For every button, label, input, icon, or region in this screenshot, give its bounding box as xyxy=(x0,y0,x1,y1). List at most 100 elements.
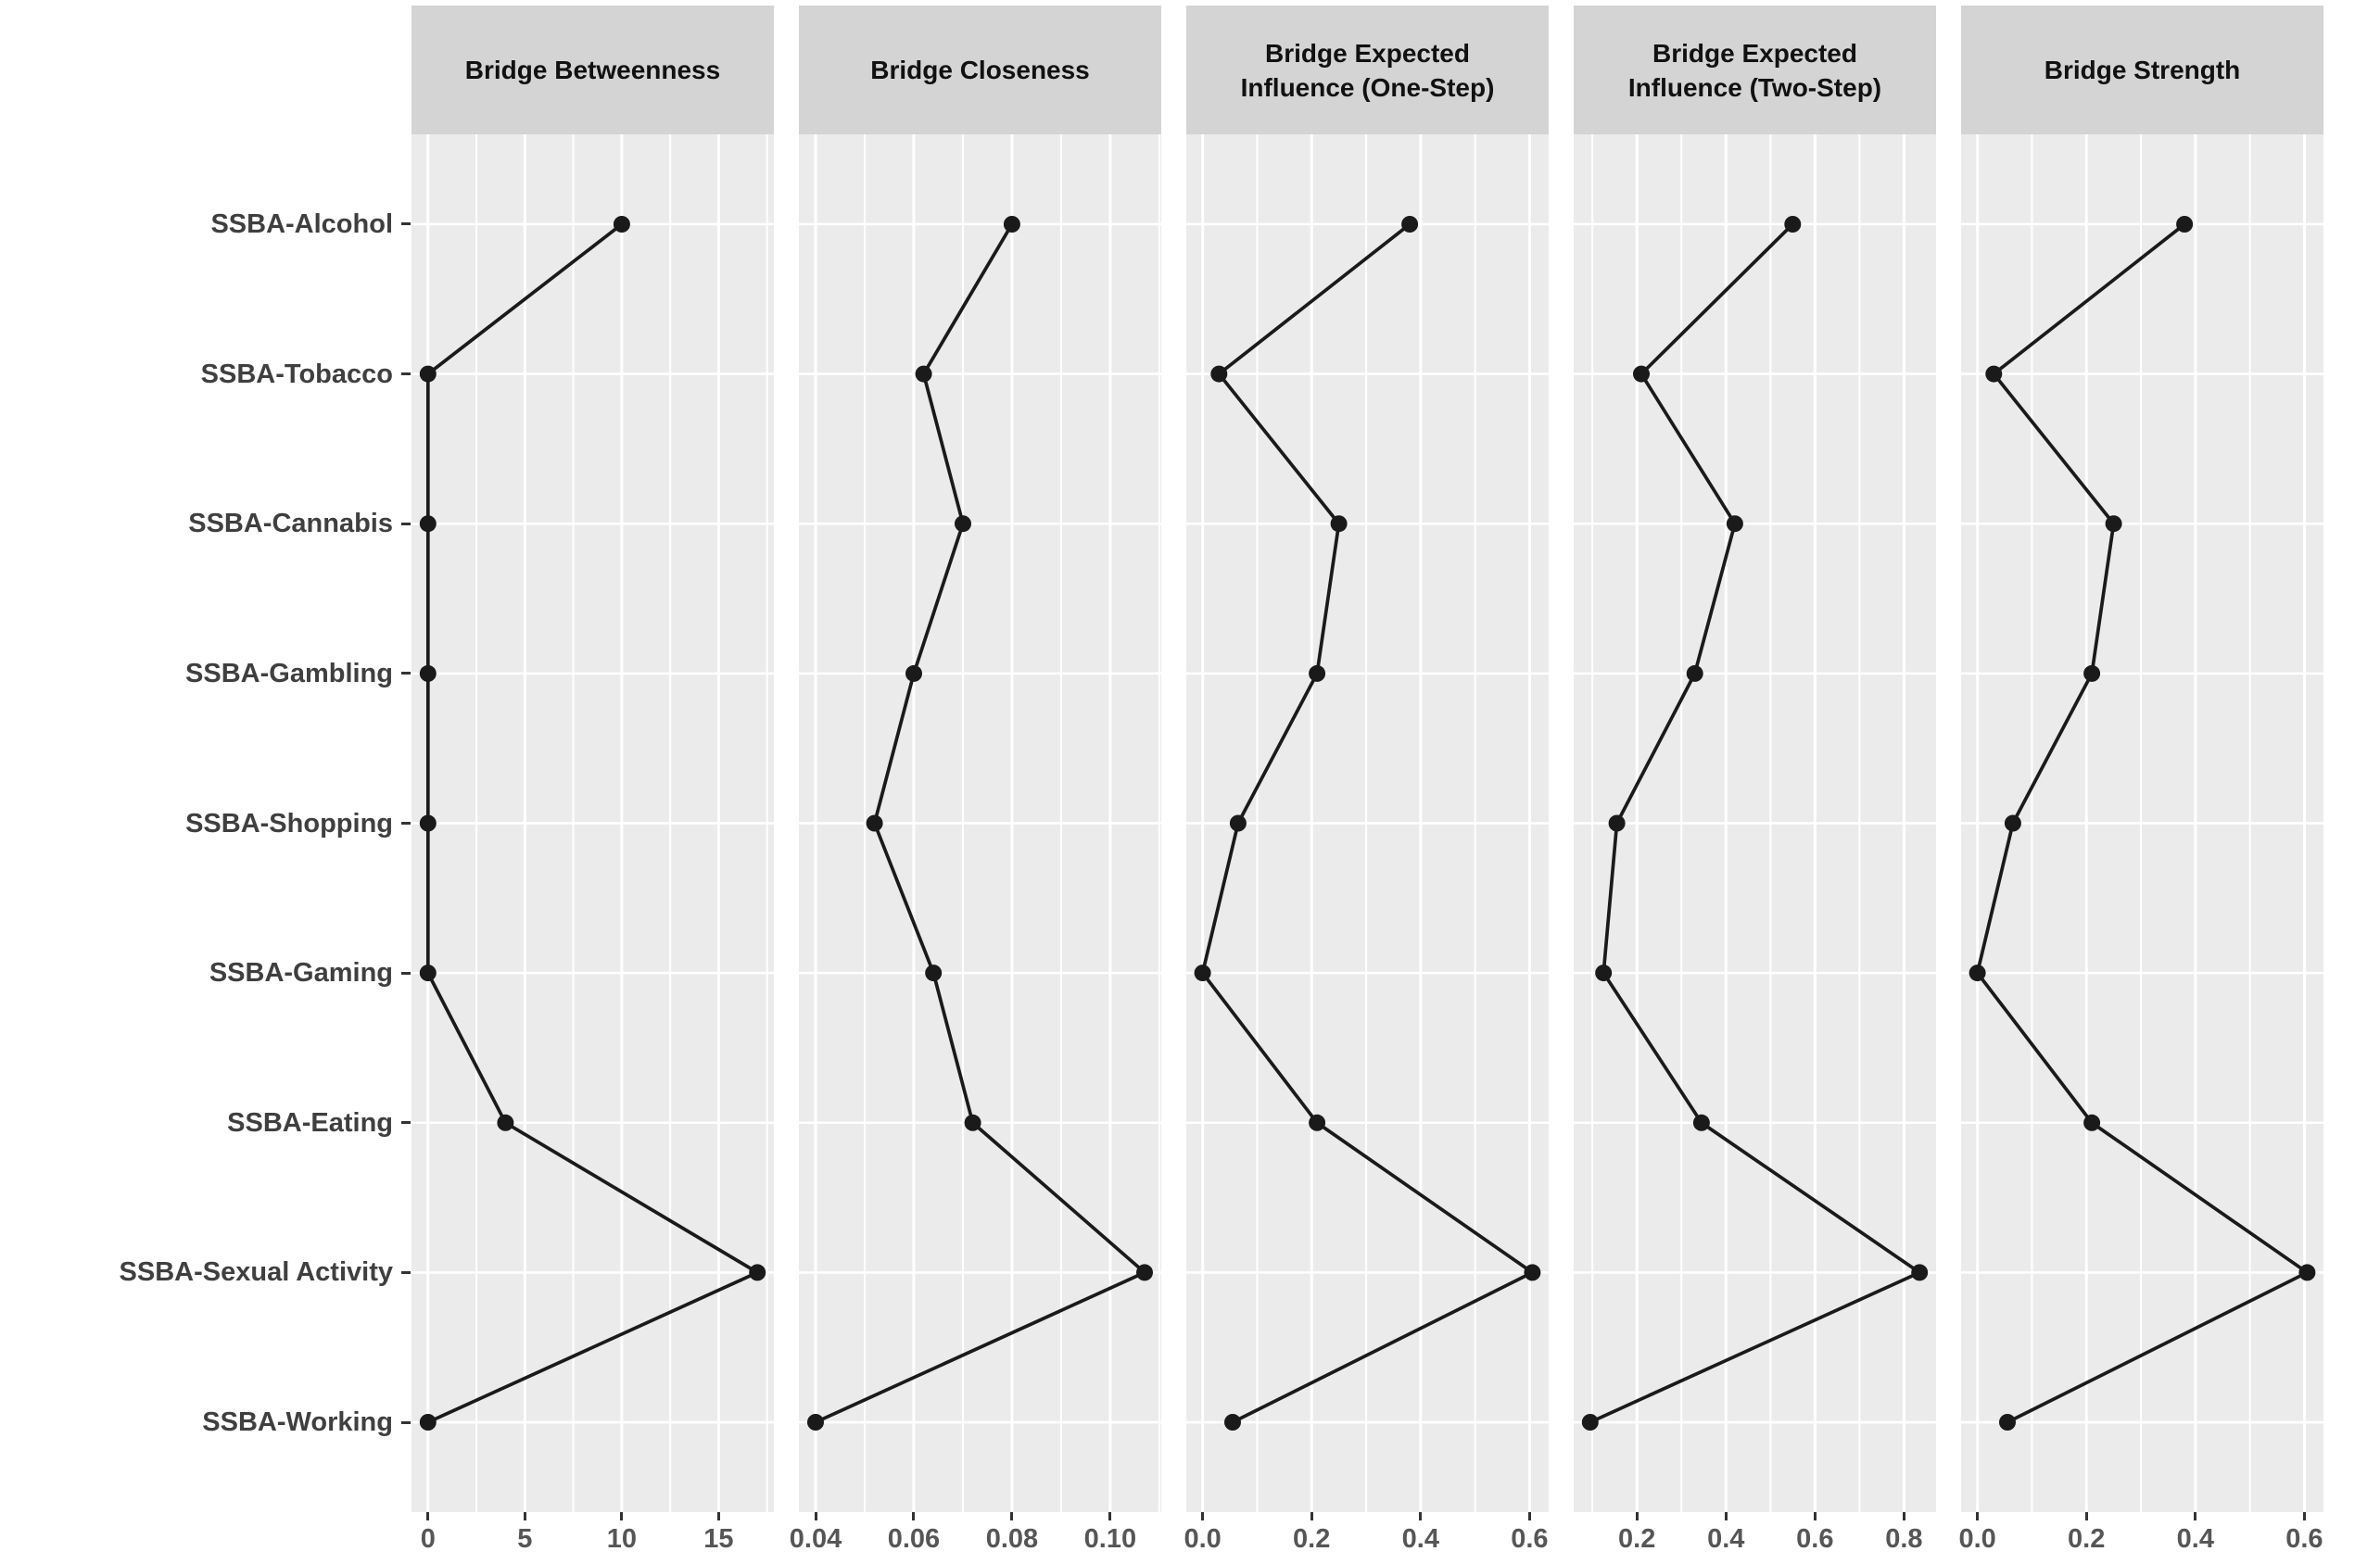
y-axis-tick xyxy=(401,672,411,675)
facet-strip-title: Bridge Betweenness xyxy=(464,56,721,84)
data-point xyxy=(915,365,932,383)
data-point xyxy=(419,965,437,982)
y-axis-label: SSBA-Eating xyxy=(227,1107,393,1138)
x-axis-tick xyxy=(1724,1512,1728,1520)
x-axis-tick-label: 0.08 xyxy=(985,1524,1039,1554)
x-axis-tick xyxy=(1108,1512,1112,1520)
data-point xyxy=(866,814,883,832)
x-axis-tick xyxy=(1976,1512,1980,1520)
data-point xyxy=(1136,1264,1153,1281)
data-point xyxy=(1784,216,1802,233)
x-axis-tick xyxy=(523,1512,526,1520)
y-axis-tick xyxy=(401,522,411,525)
x-axis-tick xyxy=(2194,1512,2197,1520)
data-point xyxy=(1999,1414,2016,1431)
facet-strip: Bridge Betweenness xyxy=(411,6,774,134)
x-axis-tick xyxy=(1527,1512,1531,1520)
data-point xyxy=(1969,965,1986,982)
facet-strip: Bridge Expected Influence (One-Step) xyxy=(1186,6,1549,134)
data-point xyxy=(419,814,437,832)
y-axis-label: SSBA-Shopping xyxy=(185,808,393,839)
data-point xyxy=(1985,365,2003,383)
x-axis-tick xyxy=(1635,1512,1639,1520)
data-point xyxy=(1224,1414,1241,1431)
data-point xyxy=(749,1264,766,1281)
data-point xyxy=(2083,664,2101,682)
x-axis-tick xyxy=(620,1512,624,1520)
data-point xyxy=(1524,1264,1541,1281)
x-axis-tick-label: 0.0 xyxy=(1184,1524,1222,1554)
y-axis-label: SSBA-Gaming xyxy=(209,958,393,989)
facet-strip-title: Bridge Expected xyxy=(1265,38,1470,68)
data-point xyxy=(964,1114,981,1131)
x-axis-tick-label: 0.6 xyxy=(1511,1524,1549,1554)
facet-panel xyxy=(1574,134,1936,1512)
data-point xyxy=(925,965,943,982)
data-point xyxy=(2105,515,2122,533)
data-point xyxy=(1003,216,1020,233)
x-axis-tick-label: 0 xyxy=(420,1524,436,1554)
x-axis-tick-label: 0.2 xyxy=(1293,1524,1331,1554)
x-axis-tick xyxy=(2084,1512,2088,1520)
facet-strip-title: Bridge Expected xyxy=(1652,38,1857,68)
y-axis-label: SSBA-Cannabis xyxy=(188,509,393,539)
data-point xyxy=(1210,365,1228,383)
facet-plot-svg xyxy=(799,134,1161,1512)
data-point xyxy=(1194,965,1211,982)
data-point xyxy=(2298,1264,2316,1281)
facet-panel xyxy=(411,134,774,1512)
x-axis-tick-label: 0.04 xyxy=(789,1524,842,1554)
y-axis-tick xyxy=(401,971,411,975)
facet-plot-svg xyxy=(1574,134,1936,1512)
x-axis-tick-label: 0.4 xyxy=(2176,1524,2214,1554)
data-point xyxy=(497,1114,514,1131)
y-axis-label: SSBA-Working xyxy=(202,1407,393,1438)
y-axis-tick xyxy=(401,1270,411,1274)
data-point xyxy=(1911,1264,1929,1281)
x-axis-tick xyxy=(912,1512,916,1520)
y-axis-tick xyxy=(401,822,411,825)
facet-panel xyxy=(1961,134,2323,1512)
x-axis-tick xyxy=(716,1512,720,1520)
data-point xyxy=(2176,216,2194,233)
x-axis-tick xyxy=(1902,1512,1905,1520)
x-axis-tick-label: 0.6 xyxy=(1796,1524,1834,1554)
facet-plot-svg xyxy=(1961,134,2323,1512)
data-point xyxy=(1309,1114,1326,1131)
data-point xyxy=(1686,664,1703,682)
y-axis-tick xyxy=(401,372,411,376)
data-point xyxy=(419,664,437,682)
data-point xyxy=(419,1414,437,1431)
y-axis-label: SSBA-Gambling xyxy=(185,658,393,688)
x-axis-tick-label: 0.10 xyxy=(1083,1524,1137,1554)
x-axis-tick xyxy=(2302,1512,2306,1520)
facet-strip-title: Bridge Strength xyxy=(2044,56,2241,84)
facet-panel xyxy=(1186,134,1549,1512)
x-axis-tick xyxy=(426,1512,430,1520)
data-point xyxy=(955,515,971,533)
y-axis-tick xyxy=(401,1420,411,1424)
x-axis-tick xyxy=(1813,1512,1817,1520)
facet-strip-title: Influence (Two-Step) xyxy=(1627,72,1882,102)
x-axis-tick xyxy=(1010,1512,1014,1520)
data-point xyxy=(1726,515,1743,533)
data-point xyxy=(2004,814,2021,832)
x-axis-tick xyxy=(1310,1512,1313,1520)
x-axis-tick-label: 5 xyxy=(517,1524,533,1554)
data-point xyxy=(1229,814,1247,832)
x-axis-tick-label: 0.4 xyxy=(1401,1524,1439,1554)
y-axis-tick xyxy=(401,222,411,226)
x-axis-tick-label: 0.2 xyxy=(2068,1524,2106,1554)
x-axis-tick-label: 0.6 xyxy=(2285,1524,2323,1554)
x-axis-tick-label: 0.0 xyxy=(1958,1524,1996,1554)
x-axis-tick xyxy=(1419,1512,1423,1520)
data-point xyxy=(2083,1114,2101,1131)
data-point xyxy=(807,1414,824,1431)
data-point xyxy=(1633,365,1650,383)
facet-strip: Bridge Closeness xyxy=(799,6,1161,134)
facet-panel xyxy=(799,134,1161,1512)
data-point xyxy=(905,664,922,682)
x-axis-tick-label: 0.06 xyxy=(887,1524,941,1554)
x-axis-tick xyxy=(814,1512,817,1520)
